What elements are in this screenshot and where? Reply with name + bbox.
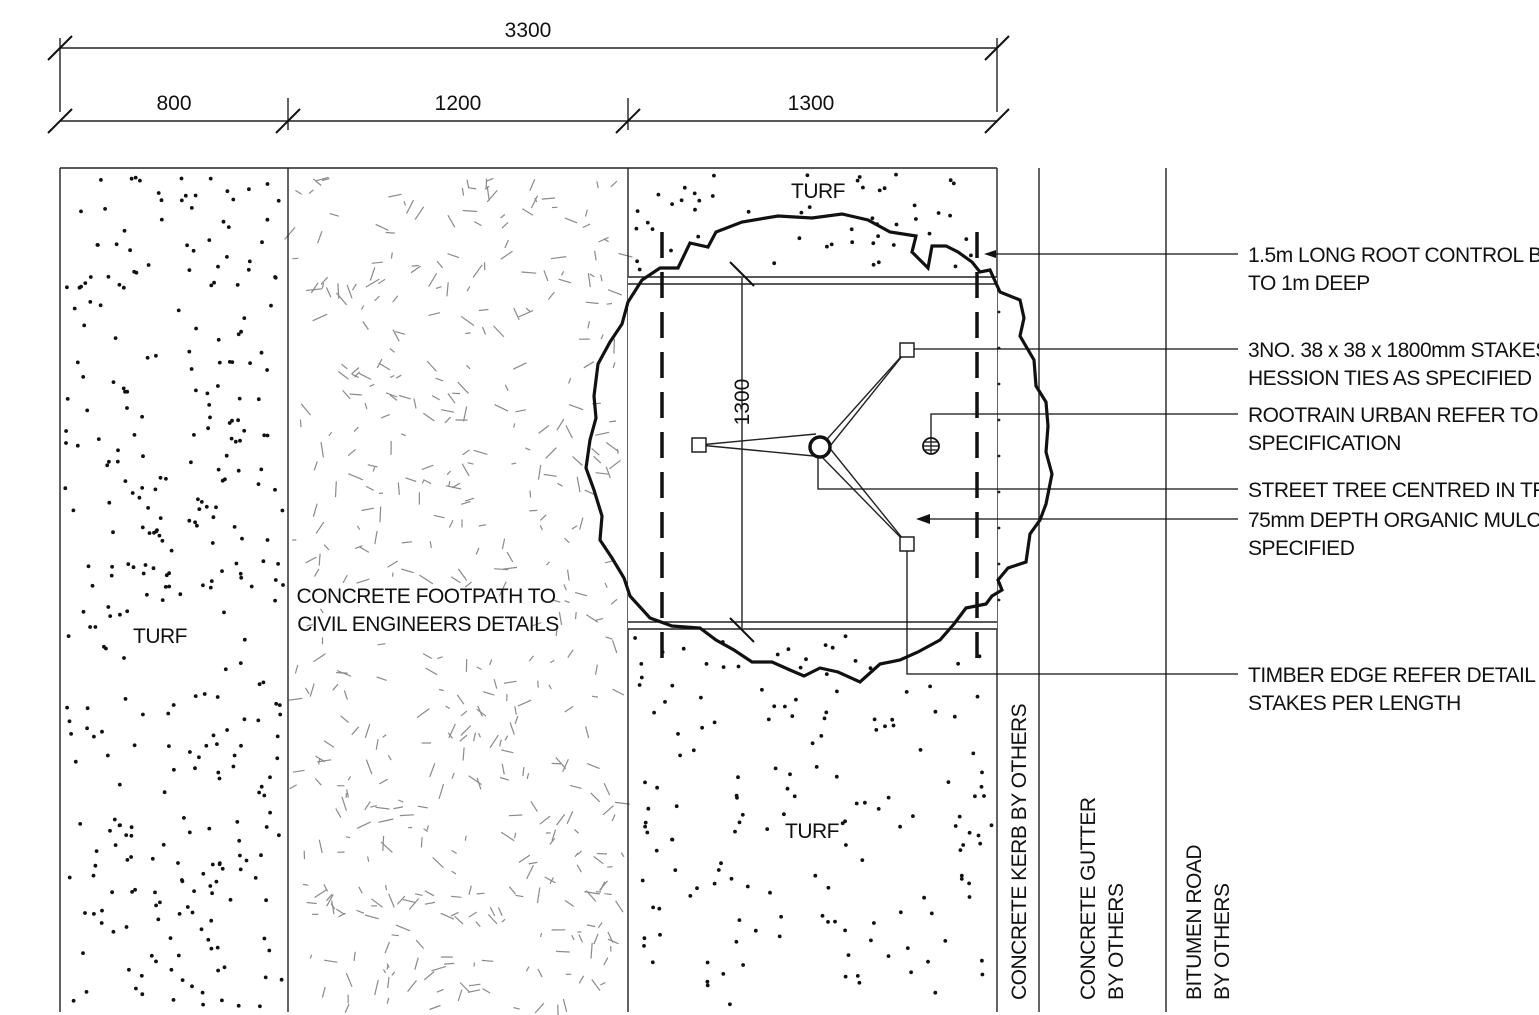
turf-bottom-label: TURF (785, 820, 839, 843)
mulch-callout-line1: 75mm DEPTH ORGANIC MULCH AS (1248, 509, 1539, 532)
turf-top-label: TURF (791, 180, 845, 203)
footpath-width-dimension: 1200 (435, 92, 482, 115)
stake-bottom (899, 536, 915, 552)
stake-ties (698, 349, 908, 545)
leader-lines (817, 250, 1238, 675)
verge-width-dimension: 1300 (788, 92, 835, 115)
footpath-label-line1: CONCRETE FOOTPATH TO (296, 585, 555, 608)
footpath-label-line2: CIVIL ENGINEERS DETAILS (297, 613, 559, 636)
stakes-callout-line1: 3NO. 38 x 38 x 1800mm STAKES WITH (1248, 339, 1539, 362)
rootrain-callout-line2: SPECIFICATION (1248, 432, 1401, 455)
root-control-barrier (660, 232, 979, 660)
road-label-line2: BY OTHERS (1211, 883, 1234, 1000)
road-label-line1: BITUMEN ROAD (1183, 845, 1206, 1000)
stakes-callout-line2: HESSION TIES AS SPECIFIED (1248, 367, 1532, 390)
turf-left-label: TURF (133, 625, 187, 648)
rootrain-inlet (922, 437, 940, 455)
rootrain-callout-line1: ROOTRAIN URBAN REFER TO (1248, 404, 1538, 427)
mulch-callout-line2: SPECIFIED (1248, 537, 1355, 560)
stake-top (899, 342, 915, 358)
tree-callout-line1: STREET TREE CENTRED IN TREE PIT (1248, 479, 1539, 502)
pit-depth-label: 1300 (731, 379, 754, 426)
zone-boundaries (59, 167, 1167, 1012)
tree-canopy-outline (584, 212, 1054, 684)
timber-callout-line2: STAKES PER LENGTH (1248, 692, 1461, 715)
overall-dimension: 3300 (505, 19, 552, 42)
gutter-label-line1: CONCRETE GUTTER (1077, 797, 1100, 1000)
turf-width-dimension: 800 (156, 92, 191, 115)
pit-depth-dimension (729, 261, 755, 643)
kerb-label: CONCRETE KERB BY OTHERS (1008, 703, 1031, 1000)
stake-left (691, 437, 707, 453)
turf-hatch (63, 172, 994, 1009)
dimension-lines (47, 35, 1010, 134)
barrier-callout-line2: TO 1m DEEP (1248, 272, 1370, 295)
barrier-callout-line1: 1.5m LONG ROOT CONTROL BARRIER (1248, 244, 1539, 267)
concrete-hatch (284, 176, 633, 1015)
timber-callout-line1: TIMBER EDGE REFER DETAIL - MIN. 2 (1248, 664, 1539, 687)
gutter-label-line2: BY OTHERS (1105, 883, 1128, 1000)
tree-trunk (808, 435, 832, 459)
